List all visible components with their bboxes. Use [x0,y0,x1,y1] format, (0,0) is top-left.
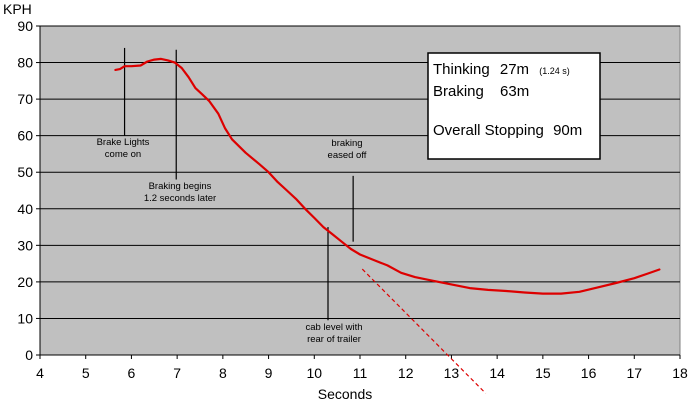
annotation-label: 1.2 seconds later [144,193,216,204]
stats-box-frame [427,52,601,160]
x-tick-label: 13 [444,365,460,381]
x-tick-label: 14 [489,365,505,381]
y-tick-label: 50 [17,164,33,180]
x-tick-label: 7 [173,365,181,381]
thinking-row: Thinking 27m (1.24 s) [433,61,570,78]
y-tick-label: 80 [17,55,33,71]
braking-value: 63m [500,83,529,100]
x-axis-label: Seconds [318,386,372,402]
annotation-label: cab level with [305,322,362,333]
x-tick-label: 17 [626,365,642,381]
annotation-markers [123,47,354,321]
overall-label: Overall Stopping [433,122,544,139]
y-tick-label: 70 [17,91,33,107]
x-tick-label: 8 [219,365,227,381]
annotation-label: braking [331,138,362,149]
annotation-label: eased off [328,150,367,161]
braking-row: Braking 63m [433,83,529,100]
x-tick-label: 6 [128,365,136,381]
x-tick-label: 5 [82,365,90,381]
x-tick-label: 18 [672,365,688,381]
x-axis-ticks: 4 5 6 7 8 9 10 11 12 13 14 15 16 17 18 [36,355,688,381]
x-tick-label: 12 [398,365,414,381]
annotation-label: Braking begins [149,181,212,192]
stats-box: Thinking 27m (1.24 s) Braking 63m Overal… [427,52,601,160]
x-tick-label: 10 [306,365,322,381]
y-axis-ticks: 0 10 20 30 40 50 60 70 80 90 [17,18,40,363]
x-tick-label: 16 [581,365,597,381]
y-tick-label: 60 [17,128,33,144]
overall-value: 90m [553,122,582,139]
speed-series-line [114,57,661,295]
thinking-value: 27m [500,61,529,78]
y-tick-label: 10 [17,310,33,326]
overall-row: Overall Stopping 90m [433,122,582,139]
x-tick-label: 4 [36,365,44,381]
y-axis-label: KPH [3,1,32,17]
braking-label: Braking [433,83,484,100]
extrapolation-dashed-line [361,268,487,394]
x-tick-label: 9 [265,365,273,381]
y-tick-label: 90 [17,18,33,34]
thinking-note: (1.24 s) [539,66,570,76]
series-layer [114,57,661,394]
annotation-label: rear of trailer [307,334,361,345]
annotation-label: Brake Lights [97,137,150,148]
y-tick-label: 20 [17,274,33,290]
y-tick-label: 0 [25,347,33,363]
y-tick-label: 40 [17,201,33,217]
y-tick-label: 30 [17,237,33,253]
thinking-label: Thinking [433,61,490,78]
annotation-label: come on [105,149,141,160]
x-tick-label: 11 [353,365,368,381]
x-tick-label: 15 [535,365,551,381]
